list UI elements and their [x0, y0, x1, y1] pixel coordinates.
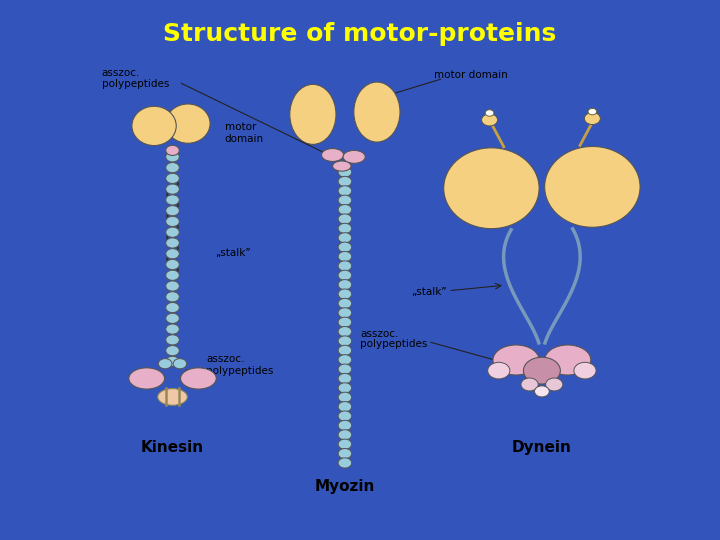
- Ellipse shape: [129, 368, 165, 389]
- Circle shape: [338, 252, 351, 261]
- Text: polypeptides: polypeptides: [207, 366, 274, 376]
- Circle shape: [338, 214, 351, 224]
- Ellipse shape: [132, 106, 176, 146]
- Circle shape: [166, 346, 179, 356]
- Circle shape: [166, 163, 179, 173]
- Circle shape: [338, 299, 351, 308]
- Circle shape: [166, 302, 179, 313]
- Circle shape: [338, 364, 351, 374]
- Ellipse shape: [322, 148, 343, 161]
- Circle shape: [338, 195, 351, 205]
- Circle shape: [338, 261, 351, 271]
- Circle shape: [338, 374, 351, 383]
- Circle shape: [166, 292, 179, 302]
- Circle shape: [485, 110, 494, 116]
- Ellipse shape: [354, 82, 400, 142]
- Text: polypeptides: polypeptides: [360, 339, 428, 349]
- Circle shape: [534, 386, 549, 397]
- Ellipse shape: [444, 148, 539, 228]
- Circle shape: [338, 308, 351, 318]
- Text: polypeptides: polypeptides: [102, 79, 169, 89]
- Circle shape: [166, 195, 179, 205]
- Circle shape: [338, 411, 351, 421]
- Circle shape: [166, 227, 179, 237]
- Circle shape: [338, 242, 351, 252]
- Circle shape: [166, 217, 179, 226]
- Circle shape: [166, 173, 179, 184]
- Circle shape: [166, 313, 179, 323]
- Ellipse shape: [343, 150, 365, 163]
- Text: Structure of motor-proteins: Structure of motor-proteins: [163, 22, 557, 45]
- Circle shape: [521, 378, 538, 391]
- Text: asszoc.: asszoc.: [360, 329, 399, 339]
- Circle shape: [338, 439, 351, 449]
- Circle shape: [338, 420, 351, 430]
- Circle shape: [338, 280, 351, 290]
- Circle shape: [166, 270, 179, 280]
- Circle shape: [482, 114, 498, 126]
- Circle shape: [338, 233, 351, 243]
- Text: „stalk”: „stalk”: [215, 248, 251, 258]
- Ellipse shape: [290, 84, 336, 144]
- Circle shape: [338, 167, 351, 177]
- Circle shape: [338, 270, 351, 280]
- Ellipse shape: [544, 146, 640, 227]
- Circle shape: [338, 430, 351, 440]
- Circle shape: [338, 205, 351, 215]
- Text: motor
domain: motor domain: [225, 122, 264, 144]
- Circle shape: [166, 152, 179, 162]
- Circle shape: [338, 392, 351, 402]
- Text: motor domain: motor domain: [434, 70, 508, 80]
- Circle shape: [166, 248, 179, 259]
- Circle shape: [166, 356, 179, 367]
- Circle shape: [338, 449, 351, 458]
- Circle shape: [546, 378, 563, 391]
- Circle shape: [166, 335, 179, 345]
- Ellipse shape: [544, 345, 591, 375]
- Text: Dynein: Dynein: [512, 440, 572, 455]
- Ellipse shape: [333, 161, 351, 171]
- Circle shape: [338, 345, 351, 355]
- Ellipse shape: [166, 104, 210, 143]
- Circle shape: [166, 184, 179, 194]
- Circle shape: [338, 336, 351, 346]
- Ellipse shape: [166, 145, 179, 156]
- Circle shape: [338, 177, 351, 186]
- Circle shape: [166, 206, 179, 216]
- Ellipse shape: [158, 389, 187, 405]
- Circle shape: [338, 186, 351, 196]
- Circle shape: [574, 362, 596, 379]
- Ellipse shape: [493, 345, 539, 375]
- Circle shape: [166, 238, 179, 248]
- Circle shape: [338, 383, 351, 393]
- Text: asszoc.: asszoc.: [102, 68, 140, 78]
- Circle shape: [338, 402, 351, 411]
- Circle shape: [166, 259, 179, 269]
- Circle shape: [338, 289, 351, 299]
- Text: asszoc.: asszoc.: [207, 354, 245, 364]
- Circle shape: [166, 281, 179, 291]
- Circle shape: [338, 355, 351, 365]
- Circle shape: [166, 324, 179, 334]
- Circle shape: [585, 112, 600, 125]
- Text: Myozin: Myozin: [315, 478, 375, 494]
- Text: „stalk”: „stalk”: [411, 287, 446, 297]
- Text: Kinesin: Kinesin: [141, 440, 204, 455]
- Ellipse shape: [181, 368, 216, 389]
- Circle shape: [588, 109, 597, 115]
- Circle shape: [338, 327, 351, 336]
- Circle shape: [338, 317, 351, 327]
- Circle shape: [173, 359, 186, 369]
- Circle shape: [338, 458, 351, 468]
- Circle shape: [487, 362, 510, 379]
- Circle shape: [338, 224, 351, 233]
- Ellipse shape: [523, 357, 560, 384]
- Circle shape: [158, 359, 172, 369]
